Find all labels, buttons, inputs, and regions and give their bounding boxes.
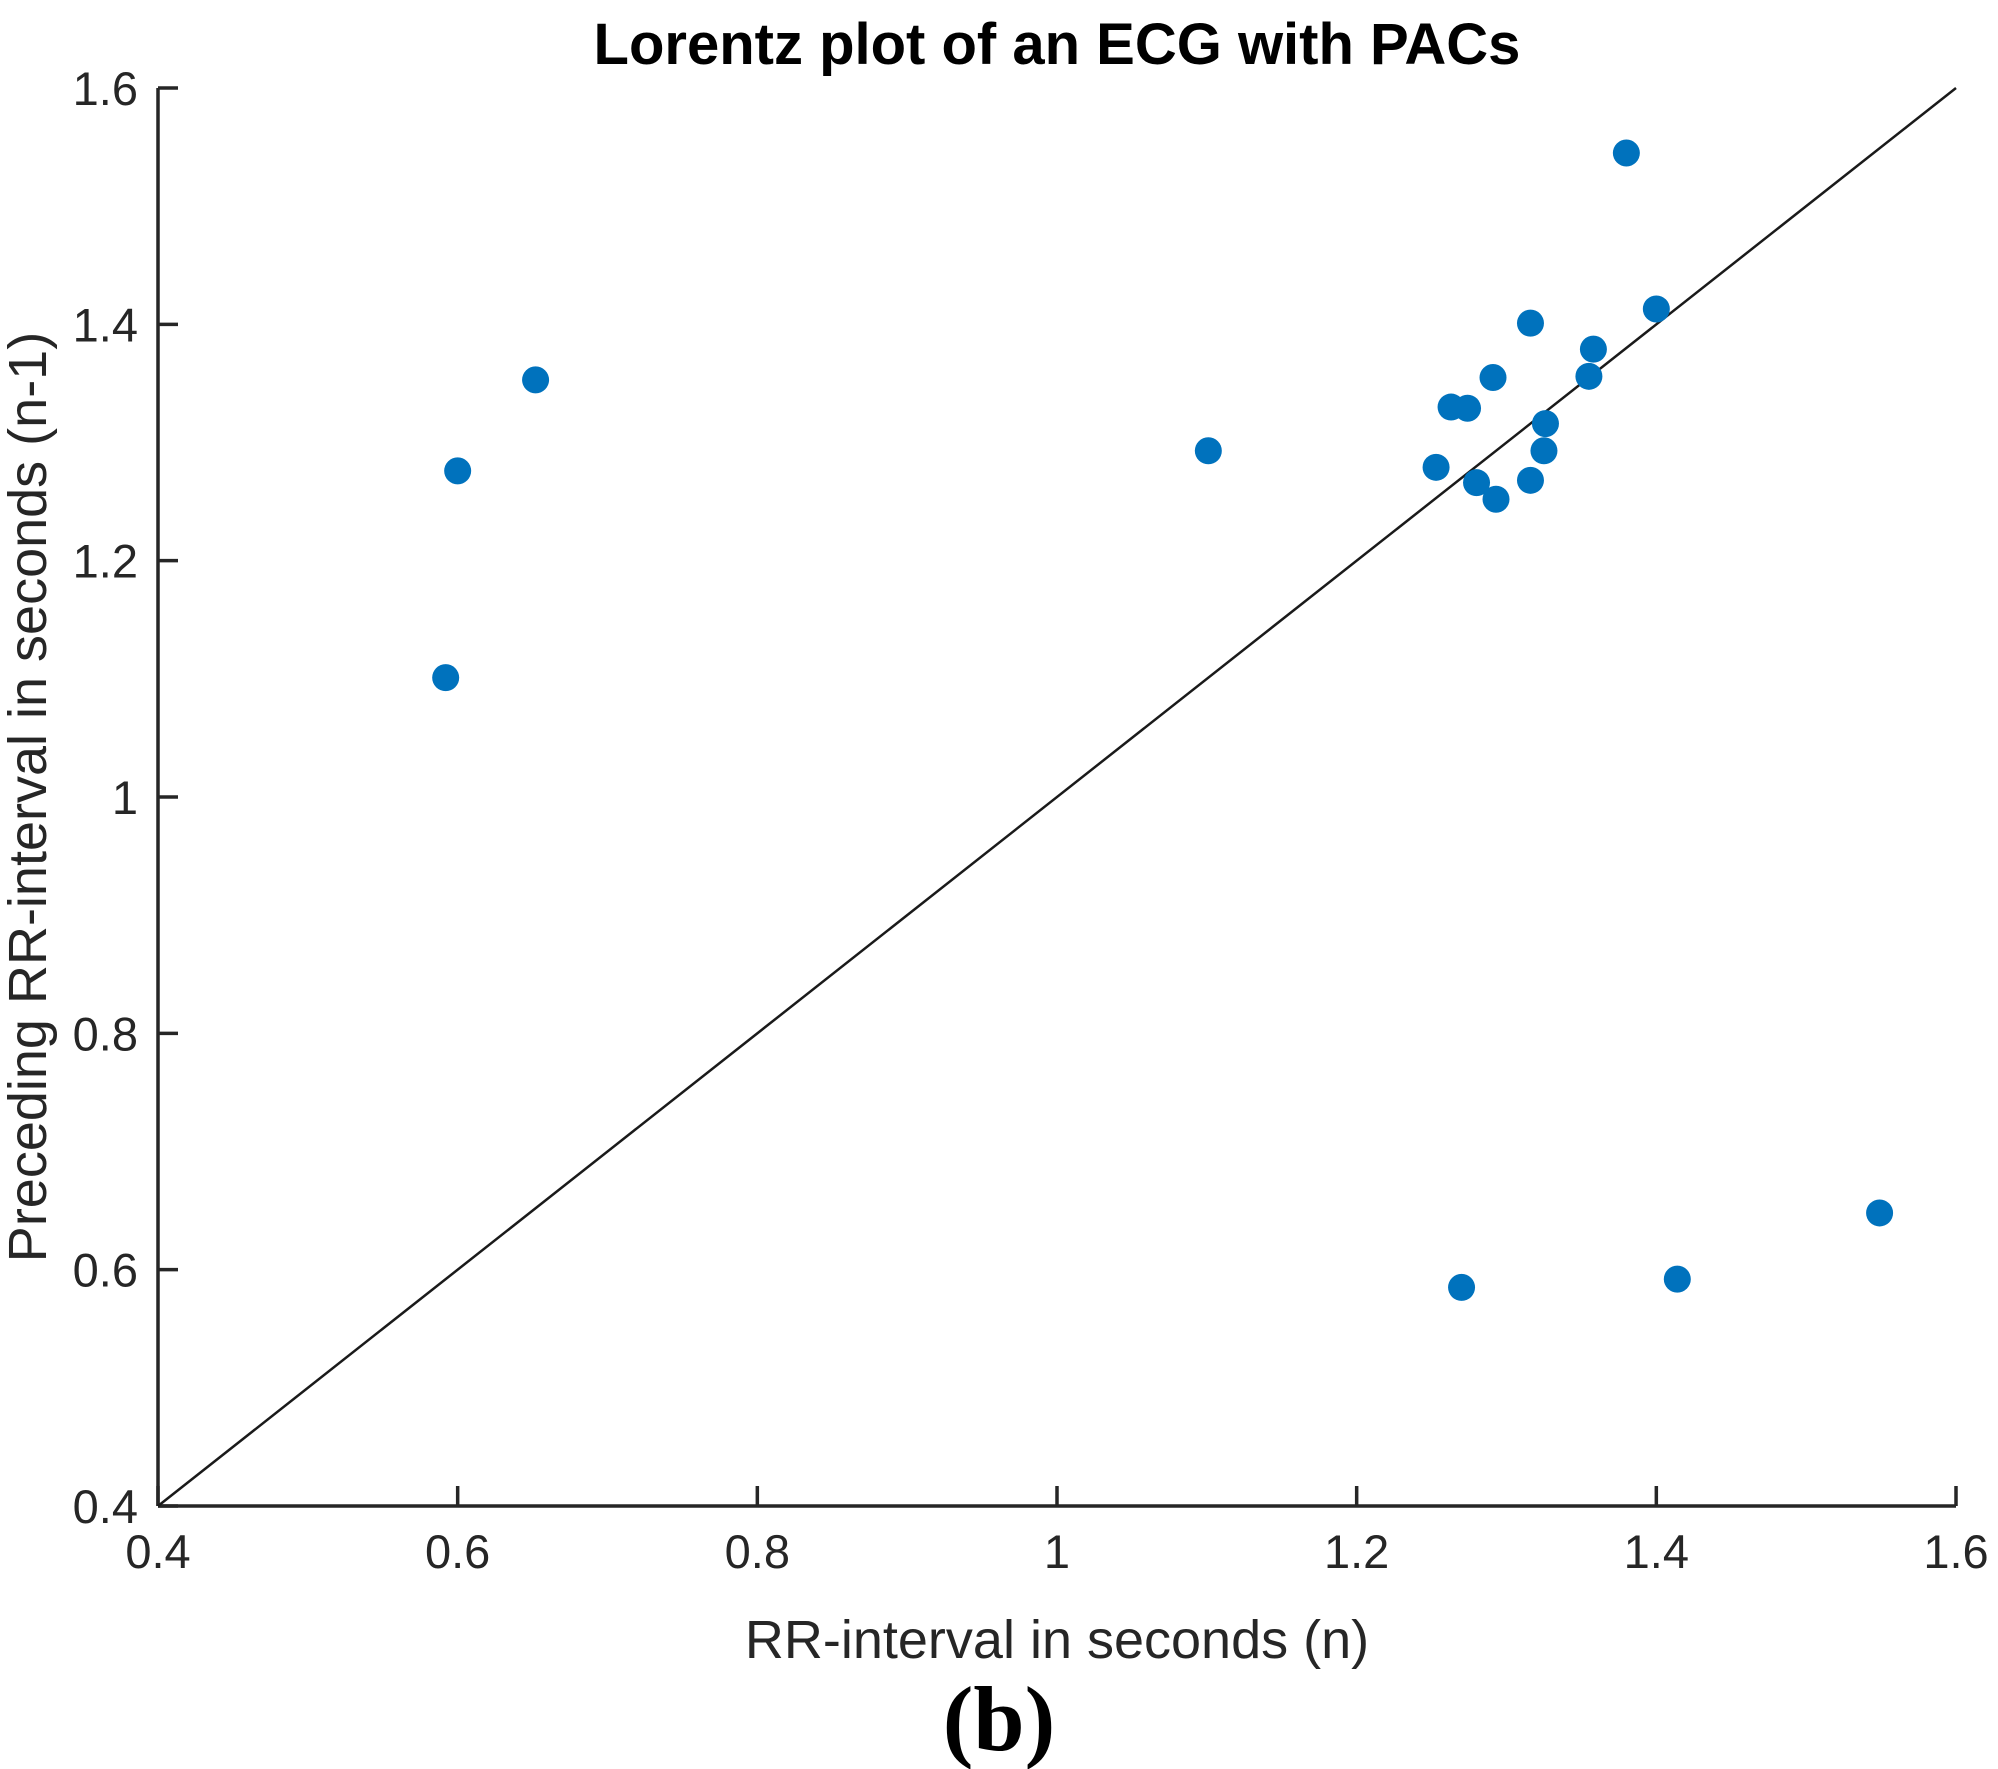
data-point [1516, 466, 1544, 494]
data-point [1479, 364, 1507, 392]
identity-line [157, 87, 1957, 1507]
data-point [1516, 309, 1544, 337]
data-point [1866, 1199, 1894, 1227]
data-point [1663, 1265, 1691, 1293]
y-tick-label: 0.4 [73, 1480, 138, 1533]
data-point [1463, 469, 1491, 497]
x-tick-label: 1.6 [1923, 1525, 1988, 1578]
data-point [1531, 410, 1559, 438]
y-tick-label: 0.8 [73, 1007, 138, 1060]
y-tick-label: 0.6 [73, 1244, 138, 1297]
figure-caption: (b) [943, 1668, 1055, 1769]
y-tick-label: 1.6 [73, 62, 138, 115]
data-point [1194, 437, 1222, 465]
chart-title: Lorentz plot of an ECG with PACs [594, 12, 1521, 77]
data-point [1530, 437, 1558, 465]
x-tick-label: 0.6 [425, 1525, 490, 1578]
data-point [1579, 335, 1607, 363]
data-point [1422, 453, 1450, 481]
y-tick-label: 1.2 [73, 535, 138, 588]
x-axis-label: RR-interval in seconds (n) [745, 1610, 1369, 1670]
x-tick-label: 0.4 [125, 1525, 190, 1578]
data-point [1612, 139, 1640, 167]
y-axis-label: Preceding RR-interval in seconds (n-1) [0, 332, 58, 1262]
x-tick-label: 1.4 [1624, 1525, 1689, 1578]
axes: 0.4 0.6 0.8 1 1.2 1.4 1.6 0.4 0.6 0.8 1 1.2 1.4 1.6 [73, 62, 1989, 1578]
data-point [522, 366, 550, 394]
y-tick-label: 1.4 [73, 298, 138, 351]
data-point [432, 664, 460, 692]
data-point [1482, 485, 1510, 513]
data-point [1642, 295, 1670, 323]
data-point [1454, 394, 1482, 422]
identity-line-segment [157, 87, 1957, 1507]
x-tick-label: 0.8 [725, 1525, 790, 1578]
data-points [432, 139, 1894, 1301]
x-tick-label: 1 [1044, 1525, 1070, 1578]
data-point [1448, 1273, 1476, 1301]
data-point [1575, 362, 1603, 390]
y-tick-label: 1 [112, 771, 138, 824]
data-point [444, 457, 472, 485]
x-tick-label: 1.2 [1324, 1525, 1389, 1578]
